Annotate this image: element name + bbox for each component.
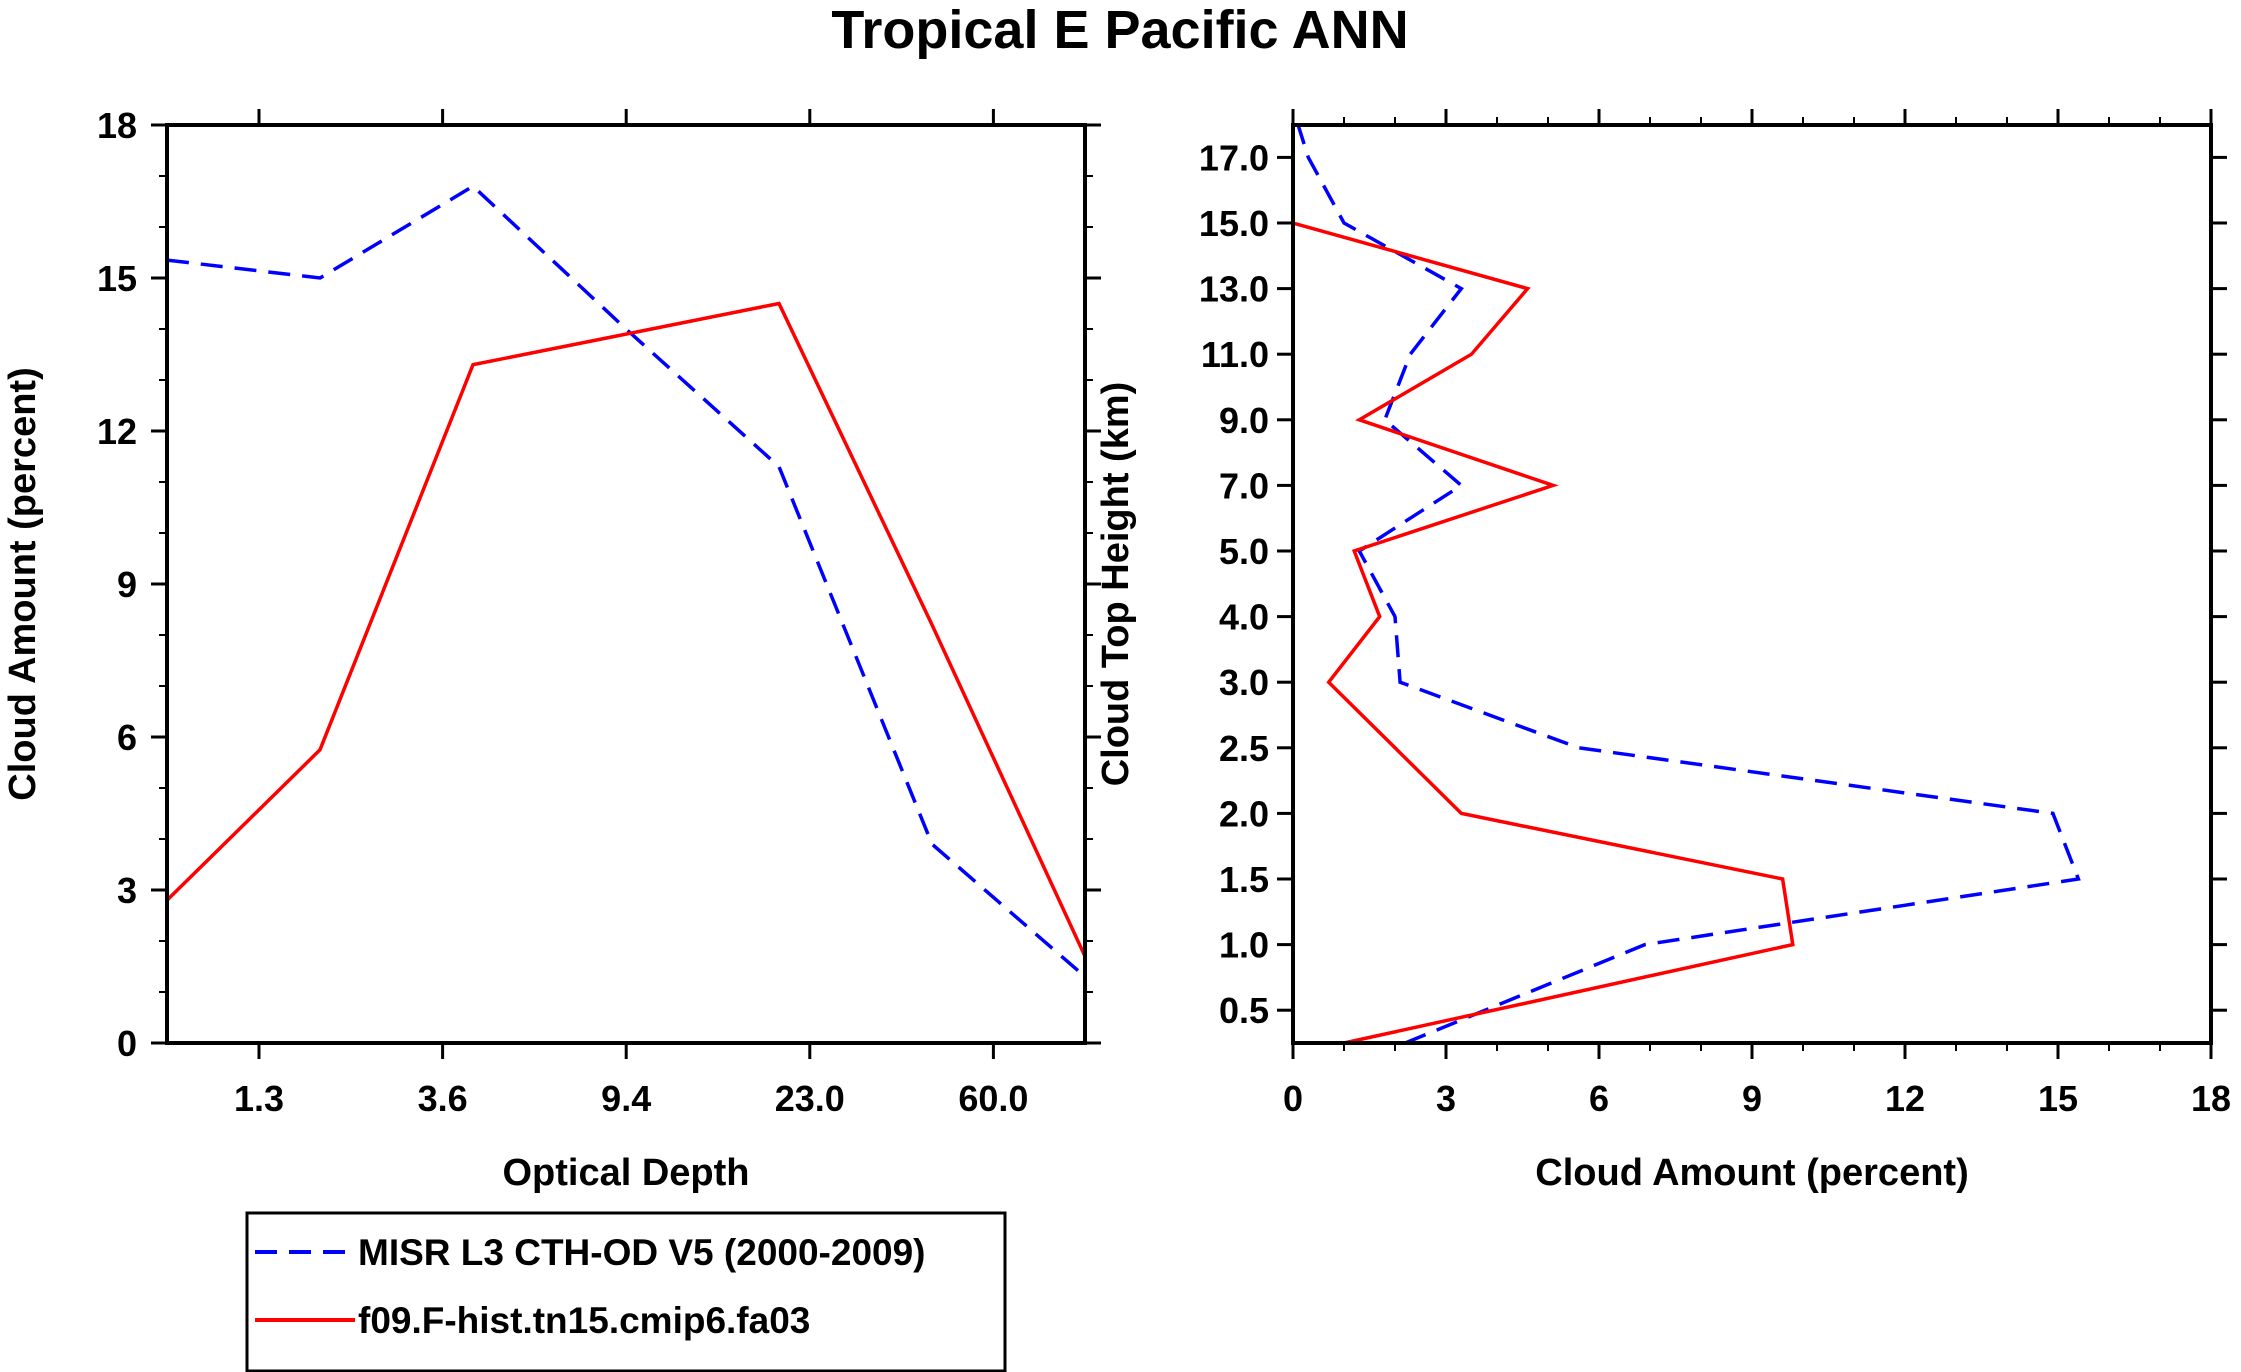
cloud-height-panel: 0 3 6 9 12 15 18 0.5 1.0 1.5 2.0 2.5 3.0 4.0 5.0 7.0 9.0… bbox=[1095, 109, 2231, 1194]
cloud-height-panel-ticks: 0 3 6 9 12 15 18 0.5 1.0 1.5 2.0 2.5 3.0 4.0 5.0 7.0 9.0… bbox=[1199, 109, 2231, 1119]
x-tick-label: 12 bbox=[1885, 1078, 1925, 1119]
series-line bbox=[1296, 124, 2081, 1045]
y-tick-label: 0 bbox=[117, 1023, 137, 1064]
y-tick-label: 1.5 bbox=[1219, 859, 1269, 900]
series-line bbox=[1291, 125, 1795, 1045]
y-tick-label: 17.0 bbox=[1199, 137, 1269, 178]
legend-label-misr: MISR L3 CTH-OD V5 (2000-2009) bbox=[358, 1232, 926, 1273]
optical-depth-panel: 0 3 6 9 12 15 18 1.3 3.6 9.4 23.0 60.0 Optical Dept… bbox=[2, 105, 1101, 1194]
x-tick-label: 23.0 bbox=[775, 1078, 845, 1119]
series-line bbox=[165, 301, 1087, 958]
y-tick-label: 15 bbox=[97, 258, 137, 299]
x-tick-label: 18 bbox=[2191, 1078, 2231, 1119]
y-tick-label: 13.0 bbox=[1199, 269, 1269, 310]
y-tick-label: 6 bbox=[117, 717, 137, 758]
y-tick-label: 4.0 bbox=[1219, 597, 1269, 638]
x-tick-label: 1.3 bbox=[234, 1078, 284, 1119]
y-tick-label: 5.0 bbox=[1219, 531, 1269, 572]
y-tick-label: 2.5 bbox=[1219, 728, 1269, 769]
x-tick-label: 60.0 bbox=[958, 1078, 1028, 1119]
optical-depth-x-axis-label: Optical Depth bbox=[502, 1152, 749, 1194]
x-tick-label: 9.4 bbox=[601, 1078, 651, 1119]
y-tick-label: 15.0 bbox=[1199, 203, 1269, 244]
x-tick-label: 6 bbox=[1589, 1078, 1609, 1119]
optical-depth-panel-frame bbox=[165, 123, 1087, 1045]
cloud-height-panel-frame bbox=[1291, 123, 2213, 1045]
chart-title: Tropical E Pacific ANN bbox=[831, 0, 1408, 60]
x-tick-label: 0 bbox=[1283, 1078, 1303, 1119]
y-tick-label: 1.0 bbox=[1219, 925, 1269, 966]
y-tick-label: 18 bbox=[97, 105, 137, 146]
x-tick-label: 9 bbox=[1742, 1078, 1762, 1119]
cloud-height-panel-lines bbox=[1291, 124, 2081, 1045]
cloud-height-y-axis-label: Cloud Top Height (km) bbox=[1095, 382, 1137, 787]
series-line bbox=[166, 184, 1087, 979]
optical-depth-panel-ticks: 0 3 6 9 12 15 18 1.3 3.6 9.4 23.0 60.0 bbox=[97, 105, 1101, 1119]
x-tick-label: 3.6 bbox=[418, 1078, 468, 1119]
y-tick-label: 9.0 bbox=[1219, 400, 1269, 441]
optical-depth-y-axis-label: Cloud Amount (percent) bbox=[2, 367, 44, 800]
legend-label-model: f09.F-hist.tn15.cmip6.fa03 bbox=[358, 1300, 810, 1341]
y-tick-label: 9 bbox=[117, 564, 137, 605]
y-tick-label: 2.0 bbox=[1219, 793, 1269, 834]
y-tick-label: 11.0 bbox=[1201, 334, 1269, 375]
y-tick-label: 0.5 bbox=[1219, 990, 1269, 1031]
cloud-height-x-axis-label: Cloud Amount (percent) bbox=[1535, 1152, 1968, 1194]
y-tick-label: 7.0 bbox=[1219, 465, 1269, 506]
optical-depth-panel-lines bbox=[165, 184, 1087, 979]
x-tick-label: 3 bbox=[1436, 1078, 1456, 1119]
y-tick-label: 12 bbox=[97, 411, 137, 452]
legend-box bbox=[245, 1211, 1007, 1372]
y-tick-label: 3.0 bbox=[1219, 662, 1269, 703]
legend: MISR L3 CTH-OD V5 (2000-2009) f09.F-hist… bbox=[245, 1211, 1007, 1372]
x-tick-label: 15 bbox=[2038, 1078, 2078, 1119]
y-tick-label: 3 bbox=[117, 870, 137, 911]
